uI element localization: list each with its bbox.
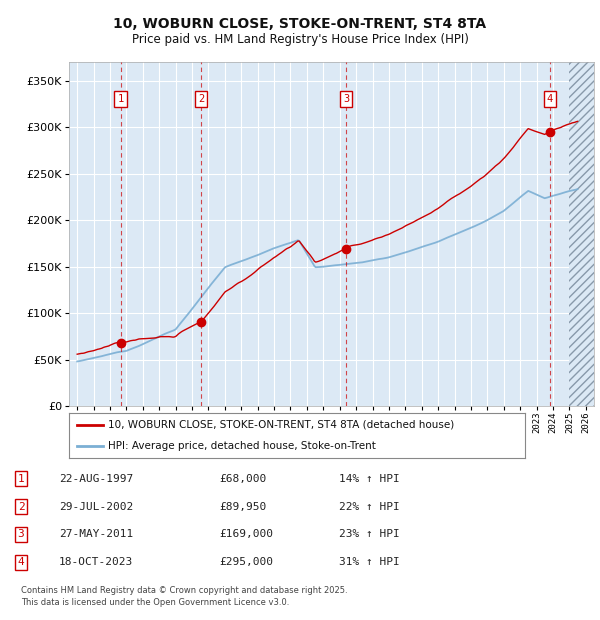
Text: Price paid vs. HM Land Registry's House Price Index (HPI): Price paid vs. HM Land Registry's House … bbox=[131, 33, 469, 46]
Text: 22-AUG-1997: 22-AUG-1997 bbox=[59, 474, 133, 484]
Text: 10, WOBURN CLOSE, STOKE-ON-TRENT, ST4 8TA (detached house): 10, WOBURN CLOSE, STOKE-ON-TRENT, ST4 8T… bbox=[108, 420, 454, 430]
Text: 2: 2 bbox=[198, 94, 205, 104]
Text: 4: 4 bbox=[17, 557, 25, 567]
Text: 3: 3 bbox=[343, 94, 349, 104]
Text: 18-OCT-2023: 18-OCT-2023 bbox=[59, 557, 133, 567]
Text: 1: 1 bbox=[17, 474, 25, 484]
Text: 29-JUL-2002: 29-JUL-2002 bbox=[59, 502, 133, 512]
Text: 14% ↑ HPI: 14% ↑ HPI bbox=[339, 474, 400, 484]
Text: £89,950: £89,950 bbox=[219, 502, 266, 512]
Text: Contains HM Land Registry data © Crown copyright and database right 2025.
This d: Contains HM Land Registry data © Crown c… bbox=[21, 586, 347, 607]
Text: 27-MAY-2011: 27-MAY-2011 bbox=[59, 529, 133, 539]
Text: £68,000: £68,000 bbox=[219, 474, 266, 484]
Text: £295,000: £295,000 bbox=[219, 557, 273, 567]
Text: 3: 3 bbox=[17, 529, 25, 539]
Text: £169,000: £169,000 bbox=[219, 529, 273, 539]
Text: 4: 4 bbox=[547, 94, 553, 104]
Text: 31% ↑ HPI: 31% ↑ HPI bbox=[339, 557, 400, 567]
Text: 10, WOBURN CLOSE, STOKE-ON-TRENT, ST4 8TA: 10, WOBURN CLOSE, STOKE-ON-TRENT, ST4 8T… bbox=[113, 17, 487, 31]
Text: 2: 2 bbox=[17, 502, 25, 512]
Text: 1: 1 bbox=[118, 94, 124, 104]
Text: 22% ↑ HPI: 22% ↑ HPI bbox=[339, 502, 400, 512]
Bar bbox=[569, 62, 594, 406]
Text: 23% ↑ HPI: 23% ↑ HPI bbox=[339, 529, 400, 539]
Text: HPI: Average price, detached house, Stoke-on-Trent: HPI: Average price, detached house, Stok… bbox=[108, 441, 376, 451]
